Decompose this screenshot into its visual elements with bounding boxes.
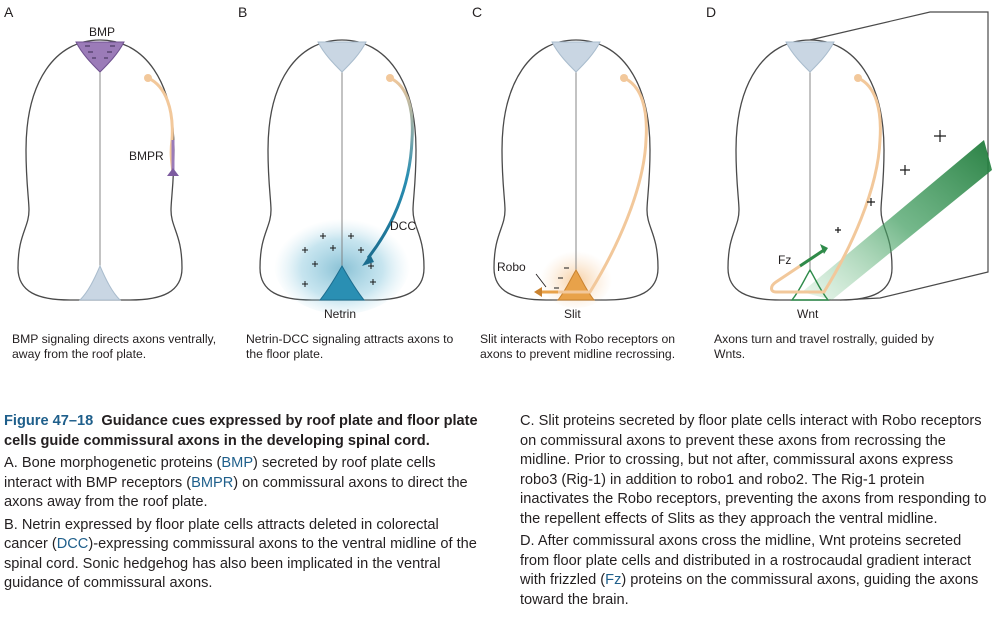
roof-plate: [317, 41, 367, 73]
panel-c-diagram: Robo Slit: [493, 39, 659, 321]
paragraph-a: A. Bone morphogenetic proteins (BMP) sec…: [4, 455, 468, 510]
bmp-label: BMP: [89, 25, 115, 39]
axon-cell-body: [144, 74, 152, 82]
panel-d-diagram: Fz Wnt: [727, 11, 992, 321]
rostrocaudal-tube: [809, 11, 989, 301]
wnt-label: Wnt: [797, 307, 819, 321]
roof-plate-bmp: [75, 41, 125, 73]
commissural-axon-c: [542, 76, 648, 294]
spinal-cord-diagrams: BMP BMPR DCC Netrin: [17, 11, 992, 321]
caption-c: Slit interacts with Robo receptors on ax…: [480, 332, 676, 361]
fz-label: Fz: [778, 253, 791, 267]
slit-label: Slit: [564, 307, 581, 321]
panel-letter-d: D: [706, 4, 717, 20]
commissural-axon-b: [366, 76, 414, 259]
wnt-gradient-band: [802, 140, 992, 300]
caption-b: Netrin-DCC signaling attracts axons to t…: [246, 332, 454, 361]
figure-legend-right: C. Slit proteins secreted by floor plate…: [520, 412, 992, 613]
axon-cell-body: [386, 74, 394, 82]
caption-d: Axons turn and travel rostrally, guided …: [714, 332, 934, 361]
panel-letter-b: B: [238, 4, 248, 20]
roof-plate: [785, 41, 835, 73]
axon-cell-body: [854, 74, 862, 82]
panel-b-diagram: DCC Netrin: [259, 39, 425, 321]
figure-title: Figure 47–18 Guidance cues expressed by …: [4, 412, 482, 451]
paragraph-c: C. Slit proteins secreted by floor plate…: [520, 413, 987, 527]
figure-number: Figure 47–18: [4, 413, 94, 429]
paragraph-d: D. After commissural axons cross the mid…: [520, 533, 979, 608]
axon-cell-body: [620, 74, 628, 82]
commissural-axon-d: [770, 76, 882, 294]
panel-letter-a: A: [4, 4, 14, 20]
wnt-plus-signs: [835, 130, 946, 233]
robo-label: Robo: [497, 260, 526, 274]
panel-a-diagram: BMP BMPR: [17, 25, 183, 301]
paragraph-b: B. Netrin expressed by floor plate cells…: [4, 516, 477, 592]
growth-cone-c: [534, 287, 542, 297]
floor-plate-netrin: [318, 264, 366, 301]
figure-legend-left: Figure 47–18 Guidance cues expressed by …: [4, 412, 482, 597]
fz-receptor-segment: [799, 248, 825, 268]
growth-cone-b: [362, 254, 374, 266]
growth-cone-a: [167, 168, 179, 176]
dcc-label: DCC: [390, 219, 416, 233]
growth-cone-d: [820, 244, 828, 254]
floor-plate: [78, 264, 122, 301]
figure-title-text: Guidance cues expressed by roof plate an…: [4, 413, 478, 449]
netrin-plus-signs: [302, 233, 376, 287]
roof-plate: [551, 41, 601, 73]
bmpr-label: BMPR: [129, 149, 164, 163]
slit-minus-signs: [554, 267, 569, 289]
caption-a: BMP signaling directs axons ventrally, a…: [12, 332, 217, 361]
panel-letter-c: C: [472, 4, 483, 20]
netrin-label: Netrin: [324, 307, 356, 321]
